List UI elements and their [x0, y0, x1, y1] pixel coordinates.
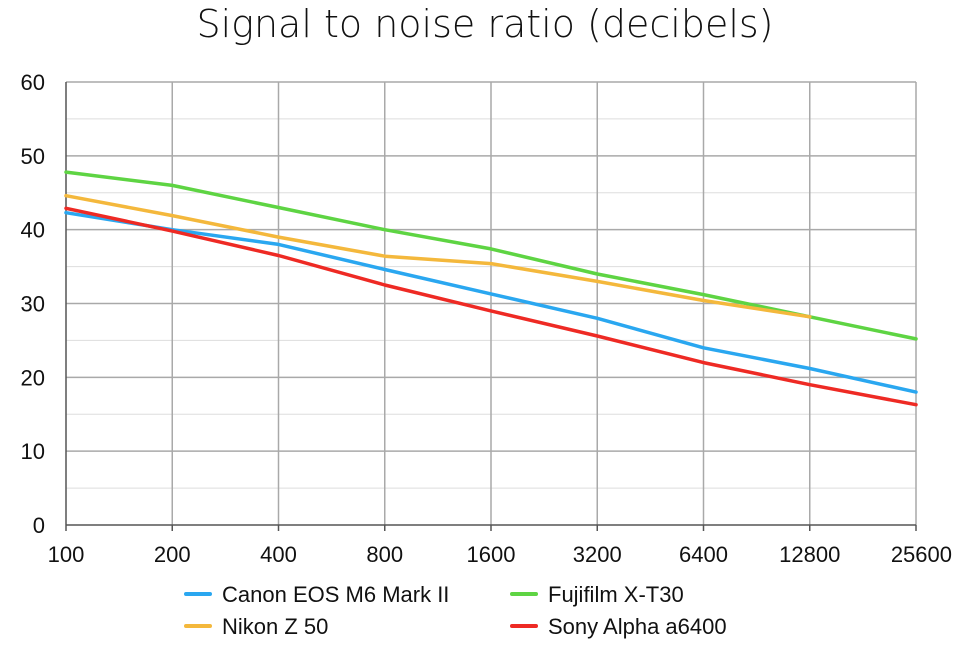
x-tick-label: 800: [366, 542, 403, 567]
legend-label: Fujifilm X-T30: [548, 582, 684, 607]
y-tick-label: 40: [21, 218, 45, 243]
series-line-nikon-z-50: [64, 193, 812, 319]
legend-label: Canon EOS M6 Mark II: [222, 582, 449, 607]
y-tick-label: 60: [21, 70, 45, 95]
x-tick-label: 400: [260, 542, 297, 567]
grid: [66, 81, 917, 525]
legend-label: Sony Alpha a6400: [548, 614, 727, 639]
x-tick-label: 1600: [467, 542, 516, 567]
x-tick-label: 12800: [779, 542, 840, 567]
series-line-canon-eos-m6-mark-ii: [64, 210, 918, 394]
tick-labels: 0 10 20 30 40 50 60 100 200 400 800 1600 3200 6400 128…: [21, 70, 952, 567]
x-tick-label: 100: [48, 542, 85, 567]
legend: Canon EOS M6 Mark II Fujifilm X-T30 Nikon …: [184, 582, 727, 639]
chart-title: Signal to noise ratio (decibels): [196, 2, 774, 46]
x-tick-label: 25600: [891, 542, 952, 567]
x-tick-label: 6400: [679, 542, 728, 567]
series-lines: [64, 170, 918, 407]
axes: [65, 82, 917, 531]
y-tick-label: 30: [21, 292, 45, 317]
series-line-sony-alpha-a6400: [64, 206, 918, 407]
y-tick-label: 20: [21, 365, 45, 390]
series-line-fujifilm-x-t30: [64, 170, 918, 341]
y-tick-label: 0: [33, 513, 45, 538]
y-tick-label: 10: [21, 439, 45, 464]
x-tick-label: 200: [154, 542, 191, 567]
legend-label: Nikon Z 50: [222, 614, 328, 639]
x-tick-label: 3200: [573, 542, 622, 567]
y-tick-label: 50: [21, 144, 45, 169]
